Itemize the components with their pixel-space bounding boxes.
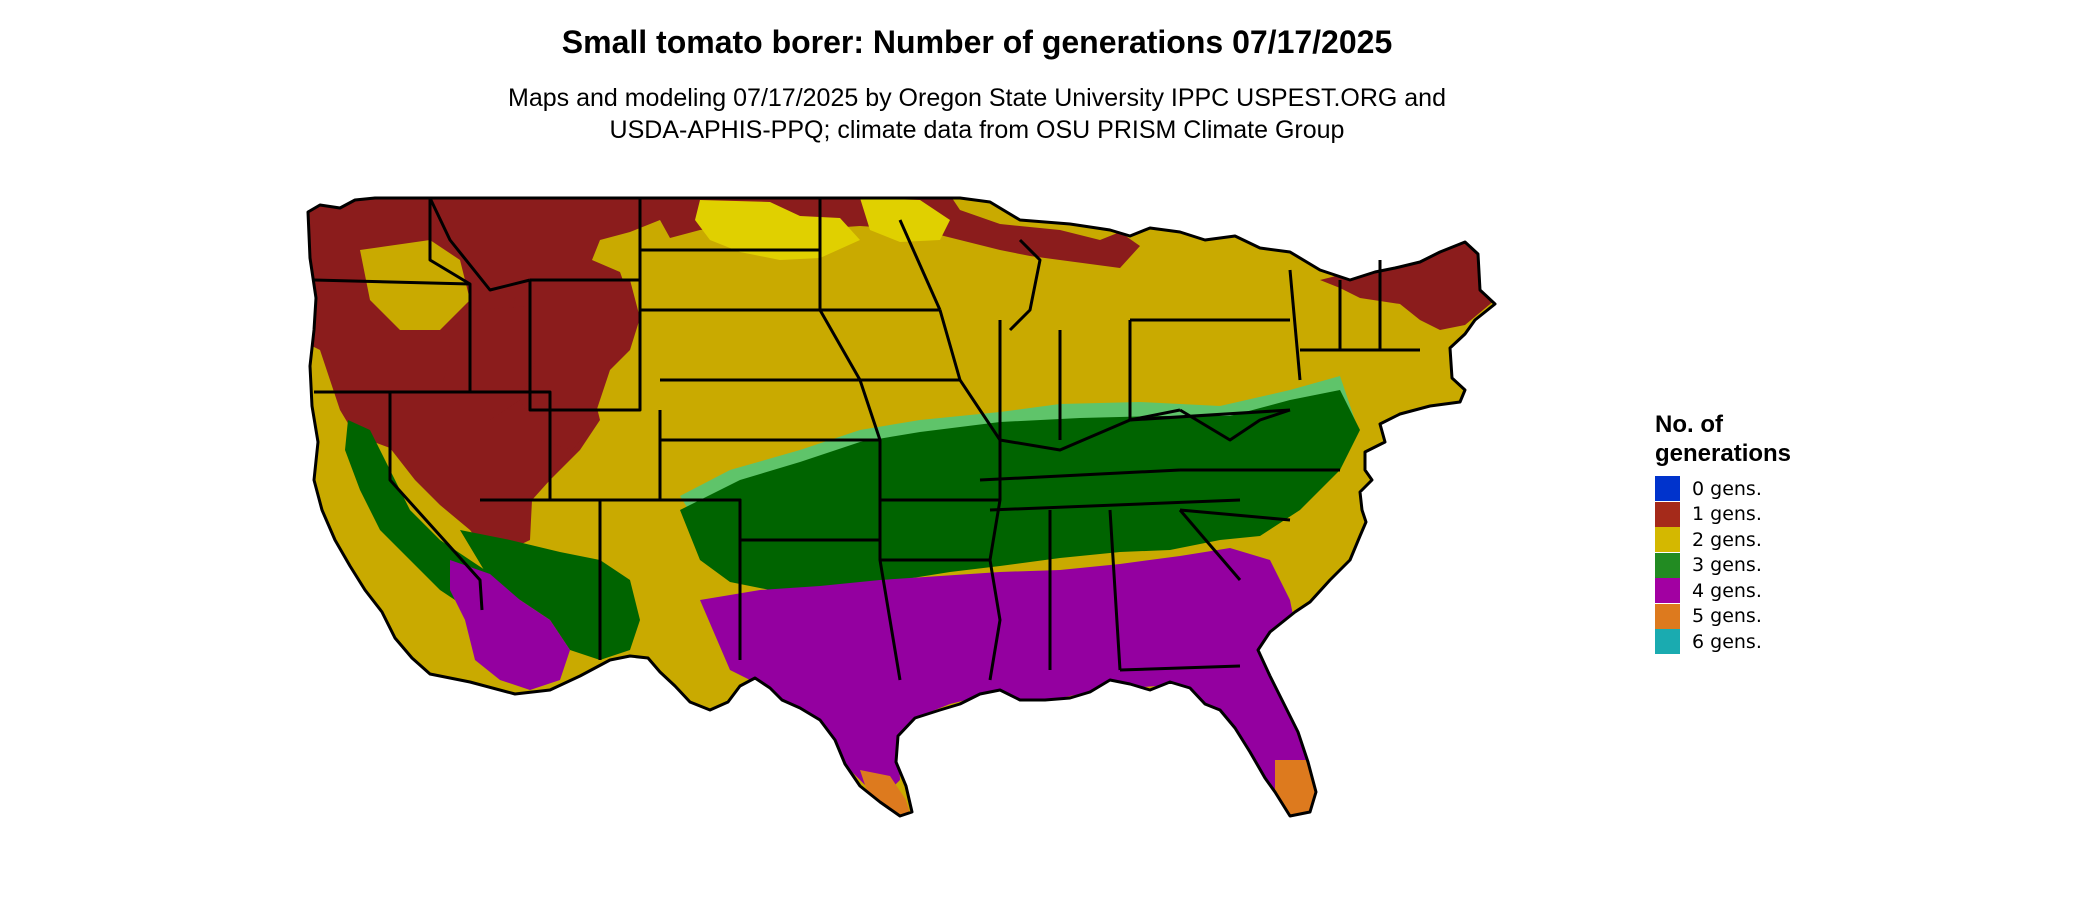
legend-item: 2 gens. (1655, 527, 1915, 553)
legend-swatch (1655, 578, 1680, 604)
legend-swatch (1655, 603, 1680, 629)
legend-swatch (1655, 552, 1680, 578)
legend-item: 4 gens. (1655, 578, 1915, 604)
zone-5-gens-south-texas (860, 770, 912, 816)
border-id (428, 198, 472, 392)
legend-swatch (1655, 527, 1680, 553)
legend-swatch (1655, 501, 1680, 527)
legend-label: 0 gens. (1692, 477, 1762, 500)
border-ky-tn (979, 468, 1181, 482)
border-al-ga (1108, 509, 1122, 671)
border-nc-sc (1179, 508, 1291, 522)
border-wy (528, 280, 642, 412)
border-id-mt (428, 197, 531, 292)
national-outline (306, 196, 1497, 818)
zone-5-gens-south-florida (1275, 760, 1316, 816)
border-mn-wi (898, 219, 942, 311)
zone-3-gens-southwest (460, 530, 640, 660)
legend-label: 2 gens. (1692, 528, 1762, 551)
border-tn-south (989, 498, 1241, 512)
subtitle-line-2: USDA-APHIS-PPQ; climate data from OSU PR… (609, 116, 1345, 144)
border-wa-or (313, 278, 471, 286)
legend-label: 4 gens. (1692, 579, 1762, 602)
border-az-nm (480, 498, 602, 660)
map-subtitle: Maps and modeling 07/17/2025 by Oregon S… (0, 82, 1954, 146)
lake-michigan (1008, 238, 1042, 332)
zone-3-gens-california (345, 420, 500, 610)
legend-item: 1 gens. (1655, 501, 1915, 528)
legend-label: 3 gens. (1692, 554, 1762, 577)
legend-title: No. of generations (1655, 410, 1835, 468)
border-pa-south (1129, 408, 1291, 422)
border-ny-new-england (1288, 269, 1302, 381)
legend: No. of generations 0 gens. 1 gens. 2 gen… (1655, 410, 1915, 655)
legend-item: 6 gens. (1655, 629, 1915, 655)
border-ga-fl (1119, 664, 1241, 672)
map-title: Small tomato borer: Number of generation… (561, 24, 1393, 60)
subtitle-line-1: Maps and modeling 07/17/2025 by Oregon S… (508, 84, 1446, 112)
zone-1-gens-rockies (505, 280, 640, 450)
legend-title-line-2: generations (1655, 440, 1792, 467)
legend-item: 5 gens. (1655, 603, 1915, 630)
us-generations-map (306, 196, 1497, 818)
border-ca-nv (388, 392, 484, 611)
border-ga-sc (1178, 509, 1242, 581)
legend-item: 3 gens. (1655, 552, 1915, 579)
legend-item: 0 gens. (1655, 476, 1915, 502)
zone-2-gens-idaho-patch (360, 240, 470, 330)
legend-label: 6 gens. (1692, 630, 1762, 653)
border-ohio-river (999, 408, 1181, 452)
border-va-wv (1179, 408, 1291, 442)
zone-4-gens-gulf (700, 548, 1316, 816)
legend-label: 5 gens. (1692, 605, 1762, 628)
legend-swatch (1655, 629, 1680, 655)
legend-swatch (1655, 476, 1680, 502)
border-mississippi (938, 309, 1002, 681)
state-borders (306, 196, 1497, 818)
zone-2-gens-dakota-patch (860, 198, 950, 242)
legend-title-line-1: No. of (1655, 411, 1723, 438)
legend-label: 1 gens. (1692, 503, 1762, 526)
